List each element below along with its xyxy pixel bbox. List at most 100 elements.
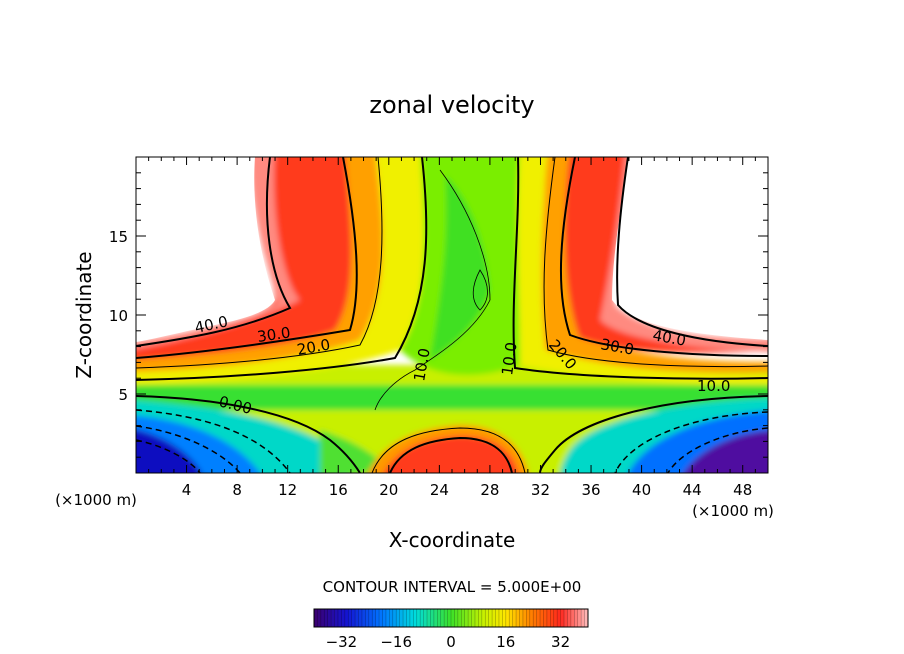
contour-line-neg-right-1 <box>614 411 768 473</box>
x-tick-label: 32 <box>531 481 550 499</box>
plot-area: 40.0 30.0 20.0 10.0 0.00 10.0 20.0 30.0 … <box>136 157 768 473</box>
colorbar-segment <box>447 609 452 627</box>
colorbar-segment <box>522 609 527 627</box>
x-axis-title: X-coordinate <box>389 528 516 552</box>
x-tick-label: 44 <box>683 481 702 499</box>
colorbar-segment <box>341 609 346 627</box>
colorbar-segment <box>584 609 589 627</box>
contour-line-10-left <box>136 157 428 381</box>
colorbar-segment <box>526 609 531 627</box>
contour-label: 20.0 <box>296 335 332 359</box>
colorbar-segment <box>382 609 387 627</box>
colorbar-segment <box>570 609 575 627</box>
colorbar-segment <box>423 609 428 627</box>
colorbar-segment <box>361 609 366 627</box>
x-tick-label: 36 <box>581 481 600 499</box>
blank-region-right <box>612 157 768 340</box>
colorbar-segment <box>344 609 349 627</box>
contour-fill-green-mid <box>320 430 390 473</box>
colorbar-segment <box>433 609 438 627</box>
y-axis: 5 10 15 <box>109 172 768 458</box>
x-unit-label-right: (×1000 m) <box>692 502 774 520</box>
colorbar-segment <box>368 609 373 627</box>
colorbar-segment <box>444 609 448 627</box>
y-tick-label: 15 <box>109 228 128 246</box>
contour-line-bottom-10 <box>371 427 526 473</box>
x-tick-label: 28 <box>480 481 499 499</box>
contour-fill-yellow-left <box>136 157 424 385</box>
colorbar-segment <box>337 609 342 627</box>
colorbar-segment <box>546 609 551 627</box>
contour-line-10-right <box>512 157 768 380</box>
colorbar-segment <box>437 609 442 627</box>
colorbar-segment <box>550 609 555 627</box>
colorbar-tick-label: 32 <box>551 633 570 651</box>
colorbar-segment <box>385 609 390 627</box>
contour-line-bottom-30 <box>389 436 513 473</box>
colorbar-segment <box>440 609 445 627</box>
colorbar-segment <box>375 609 380 627</box>
contour-line-0-right <box>539 395 768 473</box>
contour-line-neg-right-2 <box>667 427 768 473</box>
colorbar-segment <box>372 609 376 627</box>
contour-fill-yellow-right <box>517 157 768 386</box>
contour-label: 30.0 <box>256 323 292 345</box>
contour-lines <box>136 157 768 473</box>
contour-label: 10.0 <box>410 347 434 383</box>
colorbar-segment <box>389 609 394 627</box>
colorbar-segment <box>519 609 524 627</box>
colorbar-segment <box>492 609 496 627</box>
colorbar-ticks: −32 −16 0 16 32 <box>326 633 571 651</box>
colorbar-segment <box>474 609 479 627</box>
colorbar-segment <box>396 609 400 627</box>
contour-line-neg-left-1 <box>136 409 291 473</box>
contour-line-neg-left-3 <box>136 439 201 473</box>
colorbar-segment <box>331 609 335 627</box>
contour-line-0-left <box>136 395 361 473</box>
y-axis-title: Z-coordinate <box>72 251 96 378</box>
colorbar-segment <box>581 609 585 627</box>
colorbar-segment <box>509 609 513 627</box>
colorbar-segment <box>577 609 582 627</box>
contour-fill-orange-bottom <box>368 425 529 473</box>
colorbar-segment <box>406 609 411 627</box>
x-tick-label: 4 <box>182 481 192 499</box>
colorbar-segment <box>560 609 565 627</box>
colorbar-segment <box>314 609 318 627</box>
colorbar-segment <box>468 609 472 627</box>
contour-line-neg-left-2 <box>136 425 241 473</box>
colorbar-tick-label: 16 <box>496 633 515 651</box>
colorbar-segment <box>427 609 431 627</box>
x-tick-label: 40 <box>632 481 651 499</box>
contour-fill-red-left <box>136 157 355 365</box>
colorbar-segment <box>320 609 325 627</box>
colorbar-segment <box>502 609 507 627</box>
colorbar-segment <box>536 609 541 627</box>
contour-line-40-left <box>136 157 292 347</box>
colorbar-segment <box>358 609 363 627</box>
colorbar-segment <box>540 609 544 627</box>
contour-label: 30.0 <box>599 335 635 359</box>
colorbar-segment <box>416 609 421 627</box>
x-tick-label: 20 <box>379 481 398 499</box>
colorbar-segment <box>461 609 465 627</box>
colorbar-segment <box>557 609 561 627</box>
colorbar-segment <box>365 609 370 627</box>
blank-region-left <box>136 157 275 342</box>
colorbar-segment <box>392 609 397 627</box>
colorbar-segment <box>451 609 455 627</box>
colorbar-segment <box>543 609 548 627</box>
contour-fill-purple-right <box>683 430 768 473</box>
colorbar-segment <box>413 609 418 627</box>
colorbar-segment <box>327 609 332 627</box>
contour-label: 10.0 <box>498 341 520 377</box>
colorbar-segment <box>420 609 424 627</box>
colorbar-segment <box>574 609 579 627</box>
x-tick-label: 48 <box>733 481 752 499</box>
colorbar-tick-label: −32 <box>326 633 358 651</box>
chart-title: zonal velocity <box>369 91 534 119</box>
colorbar-segment <box>495 609 500 627</box>
x-tick-label: 24 <box>430 481 449 499</box>
contour-fill-green-core <box>430 175 490 360</box>
colorbar-segment <box>324 609 328 627</box>
